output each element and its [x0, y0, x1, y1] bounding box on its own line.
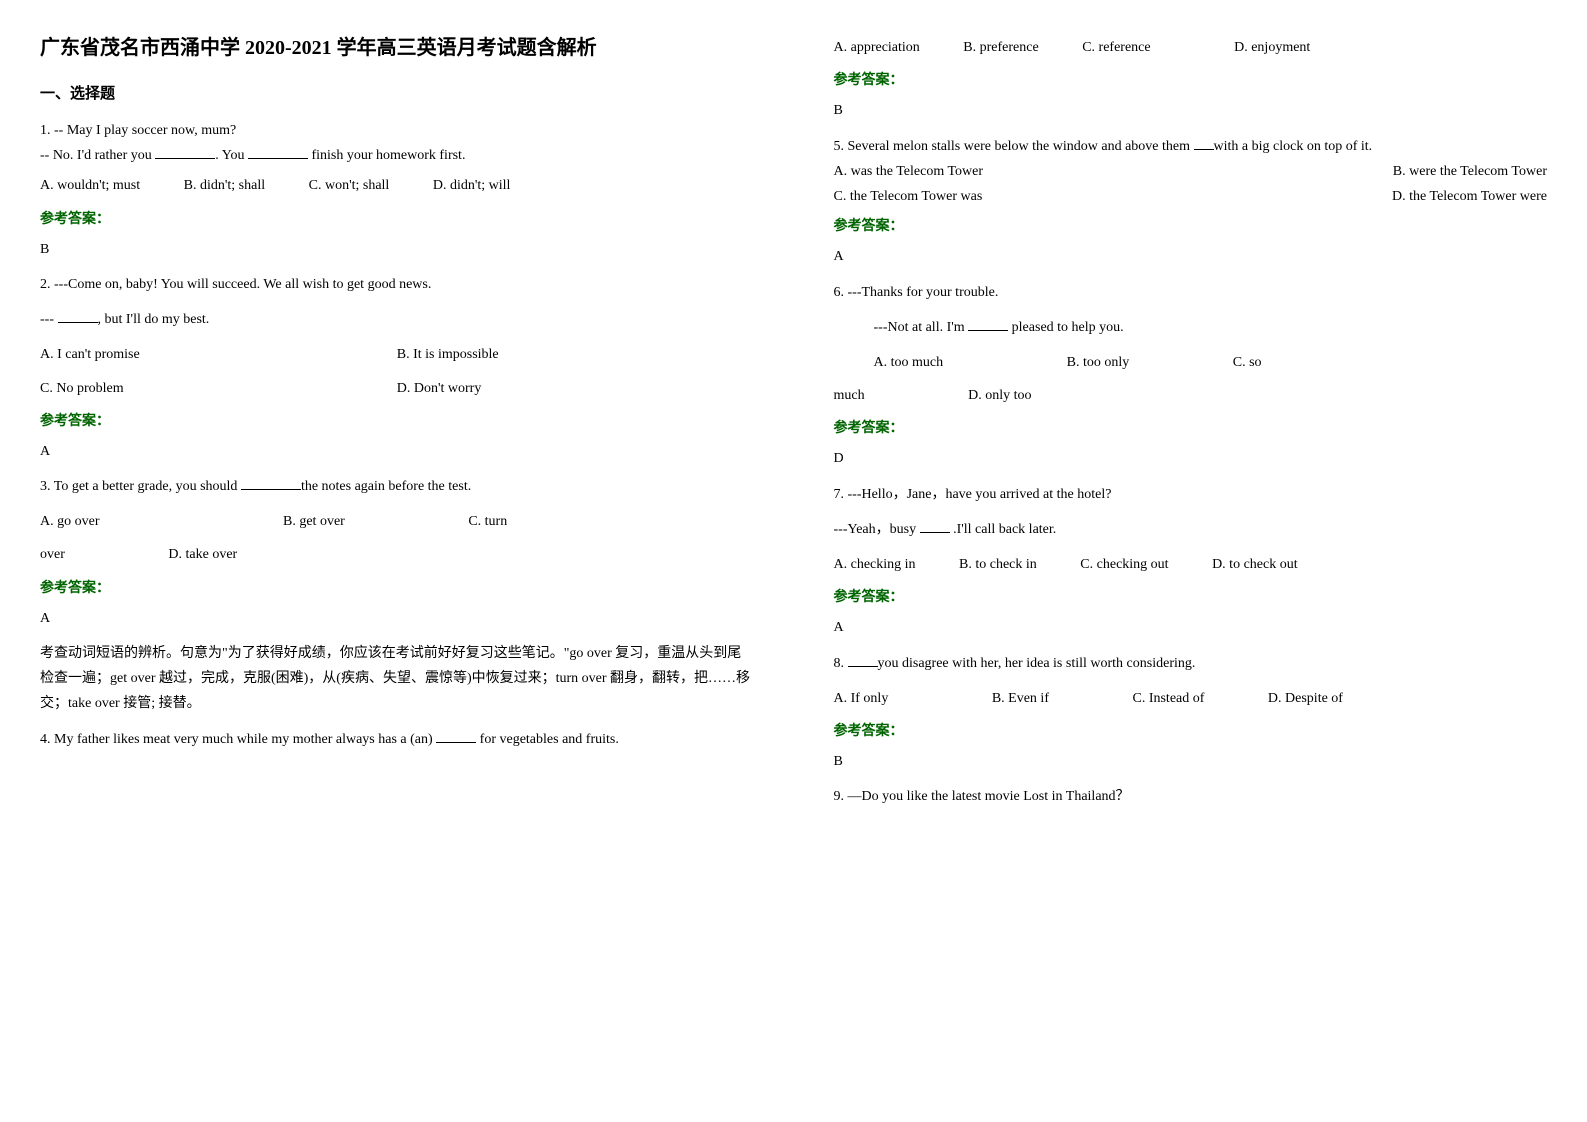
q4-options: A. appreciation B. preference C. referen…: [834, 35, 1548, 60]
q6-stem: 6. ---Thanks for your trouble.: [834, 280, 1548, 305]
question-2: 2. ---Come on, baby! You will succeed. W…: [40, 272, 754, 464]
option-d: D. enjoyment: [1234, 35, 1310, 60]
q9-stem: 9. —Do you like the latest movie Lost in…: [834, 784, 1548, 809]
option-c-part2: much: [834, 383, 865, 408]
blank: [58, 322, 98, 323]
q7-options: A. checking in B. to check in C. checkin…: [834, 552, 1548, 577]
option-a: A. wouldn't; must: [40, 173, 140, 198]
option-b: B. to check in: [959, 552, 1037, 577]
q6-line2: ---Not at all. I'm pleased to help you.: [874, 315, 1548, 340]
q2-options-row1: A. I can't promise B. It is impossible: [40, 342, 754, 367]
option-c: C. won't; shall: [309, 173, 390, 198]
answer-label: 参考答案：: [834, 214, 1548, 239]
q5-options-row1: A. was the Telecom Tower B. were the Tel…: [834, 159, 1548, 184]
blank: [241, 489, 301, 490]
option-b: B. too only: [1067, 350, 1130, 375]
q3-stem: 3. To get a better grade, you should the…: [40, 474, 754, 499]
option-a: A. too much: [874, 350, 944, 375]
blank: [848, 666, 878, 667]
option-c: C. No problem: [40, 376, 397, 401]
answer-label: 参考答案：: [834, 585, 1548, 610]
q8-options: A. If only B. Even if C. Instead of D. D…: [834, 686, 1548, 711]
option-b: B. preference: [963, 35, 1038, 60]
option-d: D. Despite of: [1268, 686, 1343, 711]
q7-stem: 7. ---Hello，Jane，have you arrived at the…: [834, 482, 1548, 507]
q1-stem: 1. -- May I play soccer now, mum?: [40, 118, 754, 143]
q2-answer: A: [40, 439, 754, 464]
q1-line2: -- No. I'd rather you . You finish your …: [40, 143, 754, 168]
option-d: D. take over: [168, 542, 237, 567]
option-b: B. Even if: [992, 686, 1049, 711]
answer-label: 参考答案：: [834, 416, 1548, 441]
question-4: 4. My father likes meat very much while …: [40, 727, 754, 752]
blank: [248, 158, 308, 159]
option-c-part1: C. turn: [468, 509, 507, 534]
option-b: B. didn't; shall: [184, 173, 265, 198]
option-a: A. appreciation: [834, 35, 920, 60]
q3-options-row2: over D. take over: [40, 542, 754, 567]
option-a: A. was the Telecom Tower: [834, 159, 1191, 184]
option-d: D. Don't worry: [397, 376, 754, 401]
q1-options: A. wouldn't; must B. didn't; shall C. wo…: [40, 173, 754, 198]
option-d: D. didn't; will: [433, 173, 511, 198]
q5-answer: A: [834, 244, 1548, 269]
option-c: C. checking out: [1080, 552, 1168, 577]
answer-label: 参考答案：: [834, 68, 1548, 93]
right-column: A. appreciation B. preference C. referen…: [794, 0, 1587, 1122]
q3-explanation: 考查动词短语的辨析。句意为"为了获得好成绩，你应该在考试前好好复习这些笔记。"g…: [40, 641, 754, 717]
option-c-part2: over: [40, 542, 65, 567]
question-8: 8. you disagree with her, her idea is st…: [834, 651, 1548, 775]
blank: [436, 742, 476, 743]
q2-line2: --- , but I'll do my best.: [40, 307, 754, 332]
option-a: A. I can't promise: [40, 342, 397, 367]
option-b: B. were the Telecom Tower: [1190, 159, 1547, 184]
q5-options-row2: C. the Telecom Tower was D. the Telecom …: [834, 184, 1548, 209]
q7-line2: ---Yeah，busy .I'll call back later.: [834, 517, 1548, 542]
q8-stem: 8. you disagree with her, her idea is st…: [834, 651, 1548, 676]
option-a: A. If only: [834, 686, 889, 711]
answer-label: 参考答案：: [40, 409, 754, 434]
option-a: A. checking in: [834, 552, 916, 577]
blank: [920, 532, 950, 533]
question-1: 1. -- May I play soccer now, mum? -- No.…: [40, 118, 754, 262]
answer-label: 参考答案：: [834, 719, 1548, 744]
q2-stem: 2. ---Come on, baby! You will succeed. W…: [40, 272, 754, 297]
option-c: C. the Telecom Tower was: [834, 184, 1191, 209]
section-heading: 一、选择题: [40, 81, 754, 108]
question-7: 7. ---Hello，Jane，have you arrived at the…: [834, 482, 1548, 641]
option-a: A. go over: [40, 509, 100, 534]
q6-options-row2: much D. only too: [834, 383, 1548, 408]
answer-label: 参考答案：: [40, 576, 754, 601]
question-3: 3. To get a better grade, you should the…: [40, 474, 754, 717]
q5-stem: 5. Several melon stalls were below the w…: [834, 134, 1548, 159]
option-d: D. to check out: [1212, 552, 1298, 577]
option-c-part1: C. so: [1233, 350, 1262, 375]
option-d: D. the Telecom Tower were: [1190, 184, 1547, 209]
q3-options-row1: A. go over B. get over C. turn: [40, 509, 754, 534]
blank: [155, 158, 215, 159]
option-c: C. reference: [1082, 35, 1150, 60]
question-6: 6. ---Thanks for your trouble. ---Not at…: [834, 280, 1548, 472]
q1-answer: B: [40, 237, 754, 262]
q2-options-row2: C. No problem D. Don't worry: [40, 376, 754, 401]
q6-answer: D: [834, 446, 1548, 471]
q3-answer: A: [40, 606, 754, 631]
question-9: 9. —Do you like the latest movie Lost in…: [834, 784, 1548, 809]
blank: [1194, 149, 1214, 150]
option-d: D. only too: [968, 383, 1031, 408]
option-c: C. Instead of: [1132, 686, 1204, 711]
option-b: B. It is impossible: [397, 342, 754, 367]
answer-label: 参考答案：: [40, 207, 754, 232]
q4-stem: 4. My father likes meat very much while …: [40, 727, 754, 752]
q6-options-row1: A. too much B. too only C. so: [834, 350, 1548, 375]
question-5: 5. Several melon stalls were below the w…: [834, 134, 1548, 270]
q7-answer: A: [834, 615, 1548, 640]
left-column: 广东省茂名市西涌中学 2020-2021 学年高三英语月考试题含解析 一、选择题…: [0, 0, 794, 1122]
blank: [968, 330, 1008, 331]
q4-answer: B: [834, 98, 1548, 123]
page-title: 广东省茂名市西涌中学 2020-2021 学年高三英语月考试题含解析: [40, 30, 754, 66]
q8-answer: B: [834, 749, 1548, 774]
option-b: B. get over: [283, 509, 345, 534]
